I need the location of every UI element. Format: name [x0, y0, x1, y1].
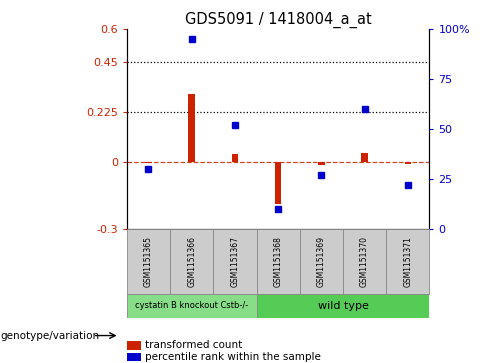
Bar: [343, 229, 386, 294]
Text: transformed count: transformed count: [145, 340, 243, 350]
Text: GSM1151370: GSM1151370: [360, 236, 369, 287]
Text: GSM1151365: GSM1151365: [144, 236, 153, 287]
Bar: [127, 353, 141, 361]
Bar: [300, 229, 343, 294]
Bar: [257, 294, 429, 318]
Bar: [188, 94, 195, 162]
Text: GSM1151368: GSM1151368: [274, 236, 283, 287]
Text: GSM1151366: GSM1151366: [187, 236, 196, 287]
Text: GSM1151369: GSM1151369: [317, 236, 326, 287]
Bar: [275, 162, 282, 204]
Bar: [170, 229, 213, 294]
Bar: [257, 229, 300, 294]
Bar: [386, 229, 429, 294]
Text: percentile rank within the sample: percentile rank within the sample: [145, 352, 321, 362]
Text: genotype/variation: genotype/variation: [0, 331, 99, 340]
Bar: [127, 294, 257, 318]
Bar: [213, 229, 257, 294]
Bar: [145, 162, 152, 163]
Text: GSM1151367: GSM1151367: [230, 236, 240, 287]
Bar: [127, 229, 170, 294]
Title: GDS5091 / 1418004_a_at: GDS5091 / 1418004_a_at: [185, 12, 371, 28]
Bar: [362, 153, 368, 162]
Bar: [127, 341, 141, 350]
Text: cystatin B knockout Cstb-/-: cystatin B knockout Cstb-/-: [135, 301, 248, 310]
Text: wild type: wild type: [318, 301, 368, 311]
Bar: [318, 162, 325, 166]
Text: GSM1151371: GSM1151371: [403, 236, 412, 287]
Bar: [405, 162, 411, 164]
Bar: [232, 154, 238, 162]
